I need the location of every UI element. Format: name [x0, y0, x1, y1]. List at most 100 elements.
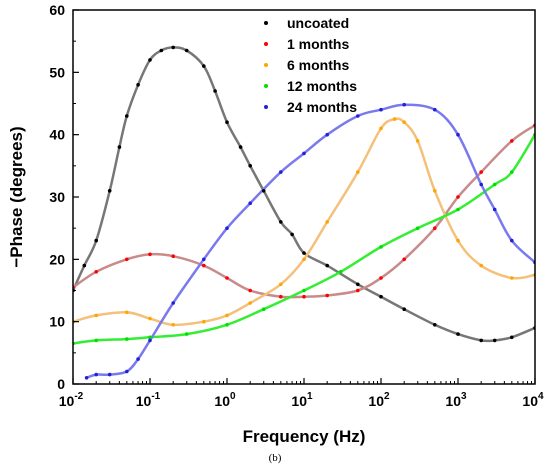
- x-tick-label: 102: [368, 391, 390, 409]
- data-point-uncoated: [117, 145, 122, 149]
- data-point-1-months: [279, 294, 283, 299]
- x-axis: 10-2 10-1 100 101 102 103 104: [59, 378, 544, 409]
- data-point-6-months: [279, 282, 283, 287]
- legend: uncoated 1 months 6 months 12 months 24 mont…: [264, 15, 357, 115]
- data-point-24-months: [479, 182, 484, 187]
- data-point-6-months: [248, 301, 252, 305]
- data-point-24-months: [456, 132, 460, 137]
- data-point-6-months: [392, 117, 397, 121]
- data-point-1-months: [356, 288, 360, 293]
- data-point-uncoated: [148, 58, 152, 62]
- data-point-6-months: [125, 310, 129, 315]
- data-point-24-months: [125, 369, 129, 374]
- data-points: [73, 45, 535, 380]
- data-point-6-months: [202, 319, 206, 324]
- data-point-12-months: [148, 335, 152, 340]
- fit-curve-uncoated: [73, 46, 535, 343]
- legend-marker-24-months: [264, 105, 268, 109]
- legend-marker-1-months: [264, 42, 268, 46]
- data-point-1-months: [202, 263, 206, 268]
- data-point-12-months: [261, 307, 266, 312]
- data-point-6-months: [402, 120, 407, 124]
- fit-curve-24-months: [85, 103, 535, 380]
- data-point-12-months: [456, 207, 460, 212]
- data-point-12-months: [415, 226, 420, 230]
- data-point-1-months: [325, 293, 330, 298]
- x-axis-title: Frequency (Hz): [243, 427, 366, 446]
- data-point-uncoated: [479, 338, 484, 343]
- data-point-uncoated: [510, 335, 514, 340]
- data-point-uncoated: [136, 83, 140, 87]
- data-point-uncoated: [213, 89, 217, 93]
- y-tick-label: 30: [49, 189, 65, 205]
- data-point-uncoated: [202, 64, 206, 68]
- data-point-uncoated: [171, 45, 175, 50]
- data-point-uncoated: [492, 338, 497, 343]
- data-point-1-months: [379, 276, 383, 280]
- y-tick-label: 40: [49, 127, 65, 143]
- data-point-24-months: [433, 107, 437, 112]
- legend-label-24-months: 24 months: [287, 99, 357, 115]
- data-point-6-months: [415, 139, 420, 143]
- data-point-24-months: [107, 372, 112, 377]
- data-point-uncoated: [94, 238, 98, 243]
- data-point-uncoated: [302, 251, 306, 255]
- y-tick-label: 10: [49, 314, 65, 330]
- data-point-1-months: [456, 195, 460, 199]
- data-point-6-months: [325, 220, 330, 224]
- figure-caption: (b): [268, 452, 282, 464]
- data-point-uncoated: [279, 220, 283, 224]
- data-point-24-months: [225, 226, 229, 230]
- data-point-1-months: [302, 294, 306, 299]
- y-tick-label: 0: [57, 376, 65, 392]
- data-point-uncoated: [325, 263, 330, 268]
- data-point-6-months: [510, 276, 514, 280]
- data-point-6-months: [148, 316, 152, 321]
- x-tick-label: 100: [214, 391, 236, 409]
- data-point-uncoated: [433, 323, 437, 327]
- legend-label-12-months: 12 months: [287, 78, 357, 94]
- data-point-uncoated: [238, 145, 243, 149]
- data-point-24-months: [356, 114, 360, 118]
- data-point-6-months: [171, 323, 175, 327]
- data-point-24-months: [302, 151, 306, 156]
- data-point-24-months: [248, 201, 252, 205]
- data-point-6-months: [356, 170, 360, 174]
- data-point-1-months: [171, 254, 175, 258]
- data-point-uncoated: [402, 307, 407, 312]
- data-point-24-months: [510, 238, 514, 243]
- data-point-6-months: [94, 313, 98, 318]
- x-tick-label: 101: [291, 391, 313, 409]
- data-point-6-months: [456, 238, 460, 243]
- data-point-uncoated: [248, 164, 252, 168]
- data-point-1-months: [125, 257, 129, 262]
- legend-label-uncoated: uncoated: [287, 15, 349, 31]
- data-point-6-months: [225, 313, 229, 318]
- y-axis: 0 10 20 30 40 50 60: [49, 2, 79, 392]
- data-point-1-months: [433, 226, 437, 230]
- data-point-24-months: [202, 257, 206, 262]
- x-tick-label: 10-2: [59, 391, 84, 409]
- x-tick-label: 10-1: [136, 391, 161, 409]
- x-tick-label: 104: [522, 391, 544, 409]
- data-point-12-months: [302, 288, 306, 293]
- data-point-6-months: [479, 263, 484, 268]
- fit-curves: [73, 46, 535, 380]
- data-point-uncoated: [107, 189, 112, 193]
- legend-marker-12-months: [264, 84, 268, 88]
- data-point-24-months: [136, 357, 140, 361]
- data-point-12-months: [225, 323, 229, 327]
- data-point-12-months: [94, 338, 98, 343]
- data-point-24-months: [148, 338, 152, 343]
- legend-marker-6-months: [264, 63, 268, 67]
- legend-label-6-months: 6 months: [287, 57, 349, 73]
- data-point-24-months: [379, 107, 383, 112]
- data-point-uncoated: [261, 189, 266, 193]
- data-point-6-months: [433, 189, 437, 193]
- legend-marker-uncoated: [264, 21, 268, 25]
- data-point-1-months: [479, 170, 484, 174]
- data-point-12-months: [379, 245, 383, 249]
- data-point-uncoated: [125, 114, 129, 118]
- data-point-6-months: [302, 257, 306, 262]
